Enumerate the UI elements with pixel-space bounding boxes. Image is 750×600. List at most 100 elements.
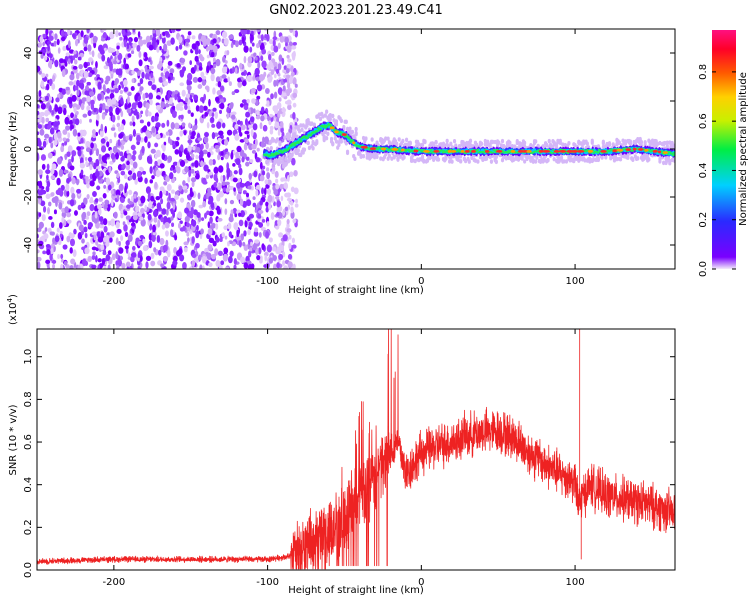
spectrogram-speckle [282,92,287,97]
spectrogram-speckle [86,211,91,217]
spectrogram-speckle [191,35,196,40]
spectrogram-ridge [263,109,675,172]
spectrogram-speckle [155,104,161,111]
spectrogram-speckle [83,219,87,225]
ridge-halo [293,132,297,137]
spectrogram-speckle [115,251,118,260]
spectrogram-speckle [233,257,237,265]
spectrogram-speckle [42,48,47,54]
spectrogram-speckle [212,57,216,63]
spectrogram-speckle [58,58,65,64]
spectrogram-speckle [252,74,256,81]
spectrogram-speckle [60,258,64,263]
ridge-halo [278,140,282,145]
ridge-band [297,141,301,144]
spectrogram-speckle [222,253,229,262]
spectrogram-speckle [127,170,133,176]
spectrogram-speckle [128,189,133,195]
ridge-band [309,134,313,137]
spectrogram-speckle [202,105,208,111]
spectrogram-speckle [54,33,58,41]
spectrogram-speckle [56,93,61,99]
spectrogram-speckle [140,167,144,173]
spectrogram-speckle [217,154,221,161]
spectrogram-speckle [42,140,47,148]
ridge-halo [350,129,355,135]
spectrogram-speckle [39,36,44,43]
spectrogram-speckle [39,111,45,117]
spectrogram-speckle [194,173,200,180]
spectrogram-speckle [163,215,168,224]
spectrogram-speckle [117,68,123,76]
ridge-halo [655,141,660,147]
spectrogram-speckle [266,100,270,107]
spectrogram-speckle [130,195,134,202]
spectrogram-speckle [90,142,94,149]
spectrogram-speckle [166,119,170,127]
ridge-halo [573,143,577,148]
spectrogram-speckle [265,88,270,94]
spectrogram-speckle [278,253,284,261]
spectrogram-speckle [241,156,245,163]
spectrogram-speckle [71,155,74,163]
spectrogram-speckle [214,111,218,119]
spectrogram-speckle [63,260,68,266]
spectrogram-speckle [121,163,126,170]
spectrogram-speckle [154,160,158,167]
ridge-band [290,144,293,147]
spectrogram-speckle [152,231,156,236]
spectrogram-speckle [94,198,99,203]
spectrogram-speckle [165,131,170,136]
spectrogram-speckle [77,264,81,269]
spectrogram-speckle [137,199,141,205]
spectrogram-speckle [103,65,109,70]
spectrogram-speckle [59,189,64,197]
spectrogram-speckle [66,212,72,218]
spectrogram-speckle [262,136,265,143]
spectrogram-speckle [195,154,199,160]
spectrogram-speckle [39,128,45,136]
spectrogram-speckle [271,246,277,252]
ridge-band [476,148,480,151]
spectrogram-speckle [232,150,236,156]
spectrogram-speckle [71,150,77,157]
spectrogram-speckle [255,189,259,197]
spectrogram-speckle [243,244,249,251]
ridge-halo [387,153,391,159]
spectrogram-speckle [98,216,104,222]
spectrogram-speckle [131,102,137,110]
spectrogram-speckle [202,180,208,185]
spectrogram-speckle [287,58,292,63]
ridge-halo [583,158,587,163]
spectrogram-speckle [292,102,297,108]
spectrogram-speckle [251,143,257,150]
spectrogram-speckle [198,66,203,71]
ridge-band [299,140,303,143]
spectrogram-speckle [160,144,165,149]
spectrogram-speckle [222,55,226,63]
spectrogram-speckle [195,242,200,249]
spectrogram-speckle [180,57,186,64]
spectrogram-speckle [64,153,68,160]
spectrogram-speckle [139,234,145,240]
spectrogram-speckle [198,254,202,261]
spectrogram-speckle [291,51,296,59]
spectrogram-speckle [38,212,42,217]
ridge-band [323,124,327,127]
ridge-halo [278,159,282,165]
spectrogram-speckle [102,218,108,226]
spectrogram-speckle [162,74,166,83]
spectrogram-speckle [130,252,137,258]
spectrogram-speckle [41,163,46,170]
spectrogram-speckle [207,221,211,229]
spectrogram-speckle [52,263,56,269]
spectrogram-speckle [101,54,106,62]
spectrogram-speckle [208,262,213,268]
spectrogram-speckle [92,133,96,139]
spectrogram-speckle [234,89,240,94]
spectrogram-speckle [216,208,221,215]
ridge-halo [299,123,303,128]
spectrogram-speckle [124,63,130,70]
spectrogram-speckle [170,37,175,45]
